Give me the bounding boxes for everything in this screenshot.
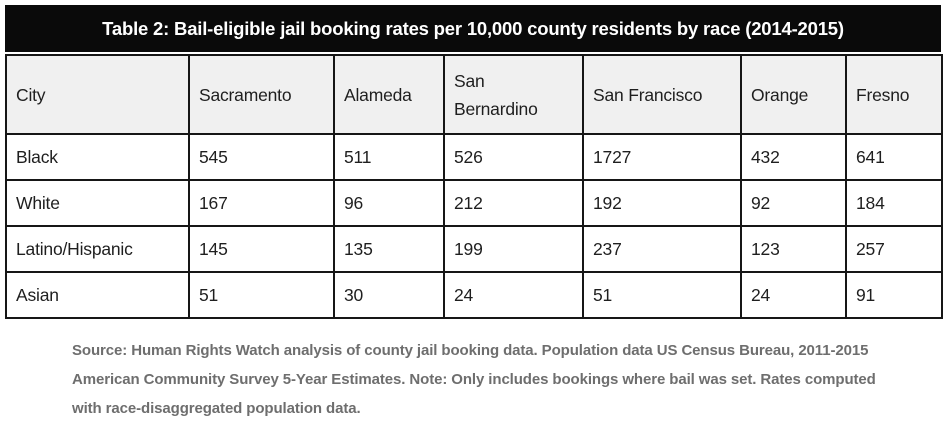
table-cell: 237 bbox=[582, 225, 742, 273]
col-header-san-francisco-label: San Francisco bbox=[593, 84, 703, 105]
table-block: Table 2: Bail-eligible jail booking rate… bbox=[5, 5, 943, 319]
table-figure: Table 2: Bail-eligible jail booking rate… bbox=[5, 5, 943, 417]
row-label-black: Black bbox=[5, 133, 190, 181]
table-title-bar: Table 2: Bail-eligible jail booking rate… bbox=[5, 5, 941, 52]
col-header-alameda: Alameda bbox=[333, 54, 445, 135]
table-cell: 432 bbox=[740, 133, 847, 181]
col-header-fresno-label: Fresno bbox=[856, 84, 910, 105]
header-row: City Sacramento Alameda San Bernardino S… bbox=[5, 54, 943, 135]
col-header-orange: Orange bbox=[740, 54, 847, 135]
table-cell: 257 bbox=[845, 225, 943, 273]
col-header-san-bernardino-label: San Bernardino bbox=[454, 70, 538, 119]
table-cell: 51 bbox=[188, 271, 335, 319]
table-cell: 212 bbox=[443, 179, 584, 227]
col-header-sacramento-label: Sacramento bbox=[199, 84, 292, 105]
table-cell: 145 bbox=[188, 225, 335, 273]
table-title: Table 2: Bail-eligible jail booking rate… bbox=[102, 17, 844, 39]
table-cell: 96 bbox=[333, 179, 445, 227]
booking-rates-table: City Sacramento Alameda San Bernardino S… bbox=[5, 54, 943, 319]
table-cell: 184 bbox=[845, 179, 943, 227]
col-header-sacramento: Sacramento bbox=[188, 54, 335, 135]
col-header-orange-label: Orange bbox=[751, 84, 809, 105]
table-cell: 30 bbox=[333, 271, 445, 319]
table-row-white: White 167 96 212 192 92 184 bbox=[5, 179, 943, 227]
source-note: Source: Human Rights Watch analysis of c… bbox=[72, 342, 876, 417]
table-row-asian: Asian 51 30 24 51 24 91 bbox=[5, 271, 943, 319]
table-cell: 526 bbox=[443, 133, 584, 181]
row-label-white: White bbox=[5, 179, 190, 227]
table-cell: 92 bbox=[740, 179, 847, 227]
col-header-city-label: City bbox=[16, 84, 46, 105]
col-header-city: City bbox=[5, 54, 190, 135]
col-header-san-bernardino: San Bernardino bbox=[443, 54, 584, 135]
table-cell: 545 bbox=[188, 133, 335, 181]
table-cell: 641 bbox=[845, 133, 943, 181]
col-header-alameda-label: Alameda bbox=[344, 84, 412, 105]
row-label-asian: Asian bbox=[5, 271, 190, 319]
table-cell: 199 bbox=[443, 225, 584, 273]
table-cell: 192 bbox=[582, 179, 742, 227]
table-cell: 123 bbox=[740, 225, 847, 273]
table-cell: 167 bbox=[188, 179, 335, 227]
row-label-latino-hispanic: Latino/Hispanic bbox=[5, 225, 190, 273]
col-header-san-francisco: San Francisco bbox=[582, 54, 742, 135]
table-cell: 135 bbox=[333, 225, 445, 273]
table-cell: 51 bbox=[582, 271, 742, 319]
table-cell: 511 bbox=[333, 133, 445, 181]
table-cell: 24 bbox=[443, 271, 584, 319]
table-cell: 1727 bbox=[582, 133, 742, 181]
table-cell: 91 bbox=[845, 271, 943, 319]
table-cell: 24 bbox=[740, 271, 847, 319]
col-header-fresno: Fresno bbox=[845, 54, 943, 135]
table-row-black: Black 545 511 526 1727 432 641 bbox=[5, 133, 943, 181]
table-row-latino-hispanic: Latino/Hispanic 145 135 199 237 123 257 bbox=[5, 225, 943, 273]
